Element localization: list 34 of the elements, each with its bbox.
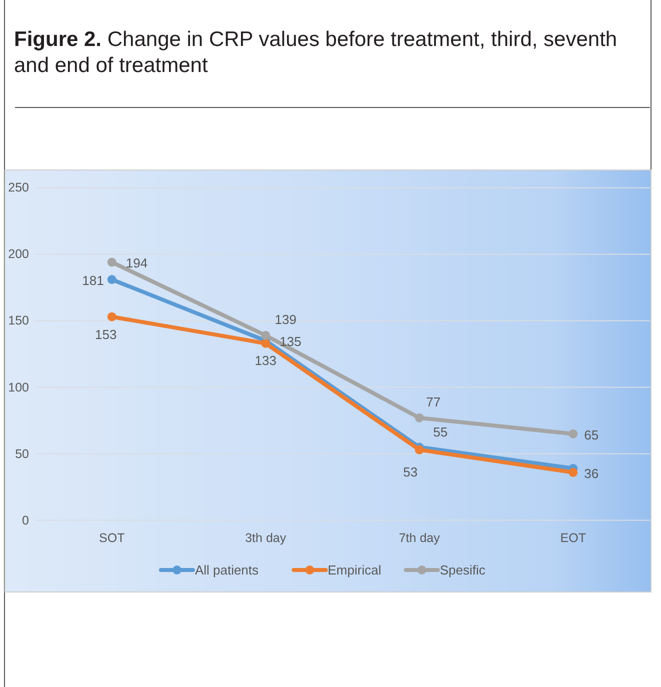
data-label: 36: [584, 466, 599, 481]
data-label: 55: [433, 424, 448, 440]
legend-label: All patients: [194, 562, 260, 578]
chart-title: Figure 2. Change in CRP values before treatment, third, seventh and end of treatment: [14, 28, 618, 77]
point: [107, 275, 116, 284]
y-tick-label: 250: [8, 180, 30, 195]
data-label: 139: [274, 312, 296, 327]
point: [107, 312, 116, 322]
y-tick-label: 200: [8, 247, 30, 262]
point: [414, 413, 424, 422]
legend-label: Empirical: [328, 562, 382, 578]
x-tick-label: 7th day: [398, 531, 441, 545]
x-tick-label: 3th day: [245, 531, 287, 545]
data-label: 135: [280, 334, 302, 350]
point: [107, 258, 116, 267]
x-tick-label: SOT: [99, 531, 126, 545]
data-label: 53: [403, 464, 418, 480]
legend-label: Spesific: [440, 562, 486, 578]
data-label: 181: [82, 273, 104, 288]
data-label: 65: [584, 427, 599, 442]
y-tick-label: 100: [8, 380, 30, 394]
x-tick-label: EOT: [560, 531, 586, 545]
data-label: 153: [95, 327, 117, 342]
data-label: 133: [254, 352, 276, 368]
y-tick-label: 50: [15, 446, 30, 461]
data-label: 77: [426, 394, 441, 410]
point: [261, 338, 270, 348]
y-tick-label: 150: [8, 314, 30, 328]
point: [261, 330, 270, 340]
data-label: 194: [126, 256, 148, 271]
point: [414, 445, 424, 454]
point: [568, 468, 578, 477]
y-tick-label: 0: [22, 513, 30, 528]
point: [568, 429, 578, 438]
